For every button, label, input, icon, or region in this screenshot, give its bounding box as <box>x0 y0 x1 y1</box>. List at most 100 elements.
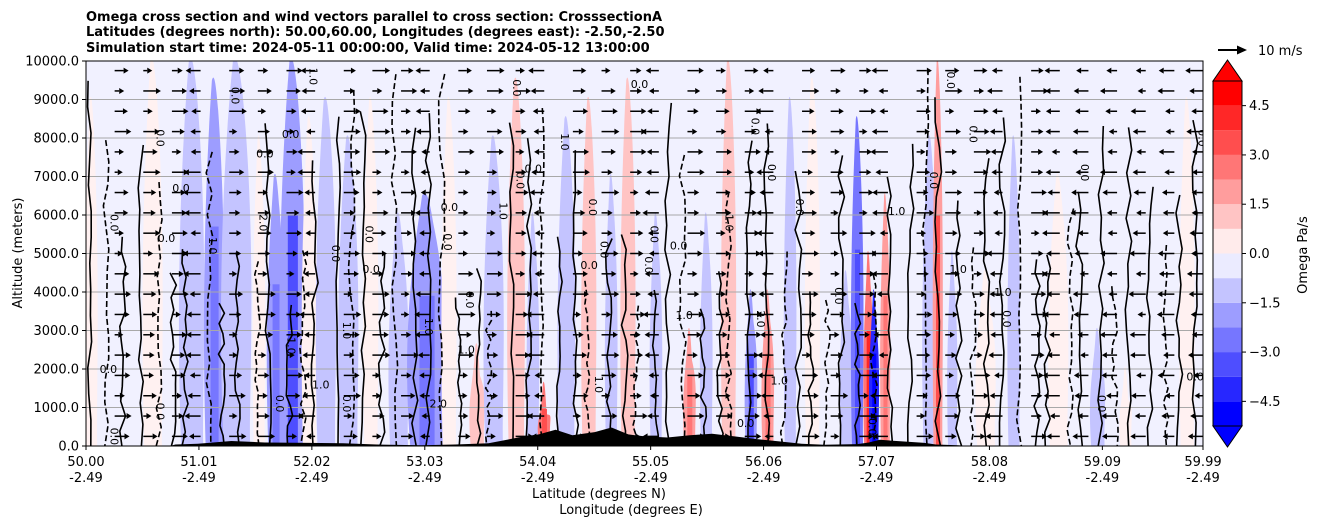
wind-vector-head <box>421 413 427 420</box>
contour-label: 0.0 <box>340 395 353 413</box>
wind-vector-head <box>834 148 840 155</box>
wind-vector-head <box>236 311 242 318</box>
wind-vector-head <box>176 392 182 399</box>
x-tick-label-longitude: -2.49 <box>182 471 216 486</box>
wind-vector-head <box>1107 230 1113 237</box>
wind-vector-head <box>984 413 990 420</box>
wind-vector-head <box>152 433 158 440</box>
wind-vector-head <box>1035 108 1041 115</box>
wind-vector-head <box>578 250 584 257</box>
wind-vector-head <box>923 270 929 277</box>
omega-fill-region <box>620 77 636 446</box>
wind-vector-head <box>695 87 701 94</box>
wind-vector-head <box>304 331 310 338</box>
wind-vector-head <box>752 372 758 379</box>
wind-vector-head <box>356 169 362 176</box>
contour-label: 1.0 <box>888 205 906 218</box>
wind-vector-head <box>1137 311 1143 318</box>
contour-label: 0.0 <box>631 78 649 91</box>
wind-vector-head <box>491 189 497 196</box>
wind-vector-head <box>491 108 497 115</box>
wind-vector-head <box>611 270 617 277</box>
wind-vector-head <box>834 250 840 257</box>
contour-label: 1.0 <box>340 322 353 340</box>
y-tick-label: 7000.0 <box>34 170 80 185</box>
wind-vector-head <box>497 270 503 277</box>
wind-vector-head <box>349 352 355 359</box>
wind-vector-head <box>236 230 242 237</box>
wind-vector-head <box>843 392 849 399</box>
wind-vector-head <box>296 331 302 338</box>
wind-vector-head <box>490 433 496 440</box>
colorbar-tick-label: 1.5 <box>1249 198 1270 213</box>
wind-vector-head <box>638 230 644 237</box>
contour-label: 1.0 <box>770 374 788 387</box>
wind-vector-head <box>814 433 820 440</box>
wind-vector-head <box>838 169 844 176</box>
wind-vector-head <box>407 230 413 237</box>
wind-vector-head <box>379 413 385 420</box>
wind-vector-head <box>465 108 471 115</box>
omega-fill-core <box>872 353 877 446</box>
wind-vector-head <box>183 169 189 176</box>
wind-vector-head <box>1042 270 1048 277</box>
wind-vector-head <box>1045 128 1051 135</box>
wind-vector-head <box>835 87 841 94</box>
wind-vector-head <box>614 128 620 135</box>
wind-vector-head <box>185 67 191 74</box>
wind-vector-head <box>879 108 885 115</box>
wind-vector-head <box>1132 230 1138 237</box>
omega-fill-region <box>649 212 663 446</box>
wind-vector-head <box>300 108 306 115</box>
wind-vector-head <box>350 209 356 216</box>
wind-vector-head <box>761 270 767 277</box>
wind-vector-head <box>355 108 361 115</box>
wind-vector-head <box>299 311 305 318</box>
wind-vector-head <box>1076 67 1082 74</box>
contour-label: 0.0 <box>670 240 688 253</box>
wind-vector-head <box>490 230 496 237</box>
wind-vector-head <box>642 311 648 318</box>
omega-fill-core <box>541 409 547 446</box>
wind-vector-head <box>148 250 154 257</box>
wind-vector-head <box>1039 352 1045 359</box>
contour-label: 0.0 <box>765 164 778 182</box>
wind-vector-head <box>182 87 188 94</box>
wind-vector-head <box>232 128 238 135</box>
omega-fill-region <box>469 343 485 446</box>
wind-vector-head <box>347 413 353 420</box>
contour-label: 0.0 <box>513 172 526 190</box>
positive-contour-line <box>1175 194 1184 446</box>
wind-vector-head <box>1038 67 1044 74</box>
wind-vector-head <box>415 108 421 115</box>
wind-vector-head <box>614 291 620 298</box>
wind-vector-head <box>411 209 417 216</box>
wind-vector-head <box>1129 250 1135 257</box>
wind-vector-head <box>297 67 303 74</box>
omega-fill-region <box>1179 96 1195 446</box>
x-tick-label-longitude: -2.49 <box>295 471 329 486</box>
wind-vector-head <box>1047 189 1053 196</box>
wind-vector-head <box>182 230 188 237</box>
wind-vector-head <box>1137 87 1143 94</box>
wind-vector-head <box>1099 87 1105 94</box>
y-tick-label: 9000.0 <box>34 93 80 108</box>
wind-vector-head <box>637 169 643 176</box>
wind-vector-head <box>419 392 425 399</box>
wind-vector-head <box>152 148 158 155</box>
omega-fill-core <box>272 284 280 446</box>
wind-vector-head <box>1165 128 1171 135</box>
contour-label: 1.0 <box>307 68 320 86</box>
wind-vector-head <box>645 67 651 74</box>
negative-contour-line <box>678 154 687 446</box>
wind-vector-head <box>757 352 763 359</box>
wind-vector-head <box>764 433 770 440</box>
wind-vector-head <box>1133 189 1139 196</box>
wind-vector-head <box>648 87 654 94</box>
wind-vector-head <box>183 291 189 298</box>
wind-vector-head <box>407 270 413 277</box>
wind-vector-head <box>297 169 303 176</box>
wind-vector-head <box>834 270 840 277</box>
wind-vector-head <box>190 148 196 155</box>
negative-contour-line <box>583 280 591 446</box>
